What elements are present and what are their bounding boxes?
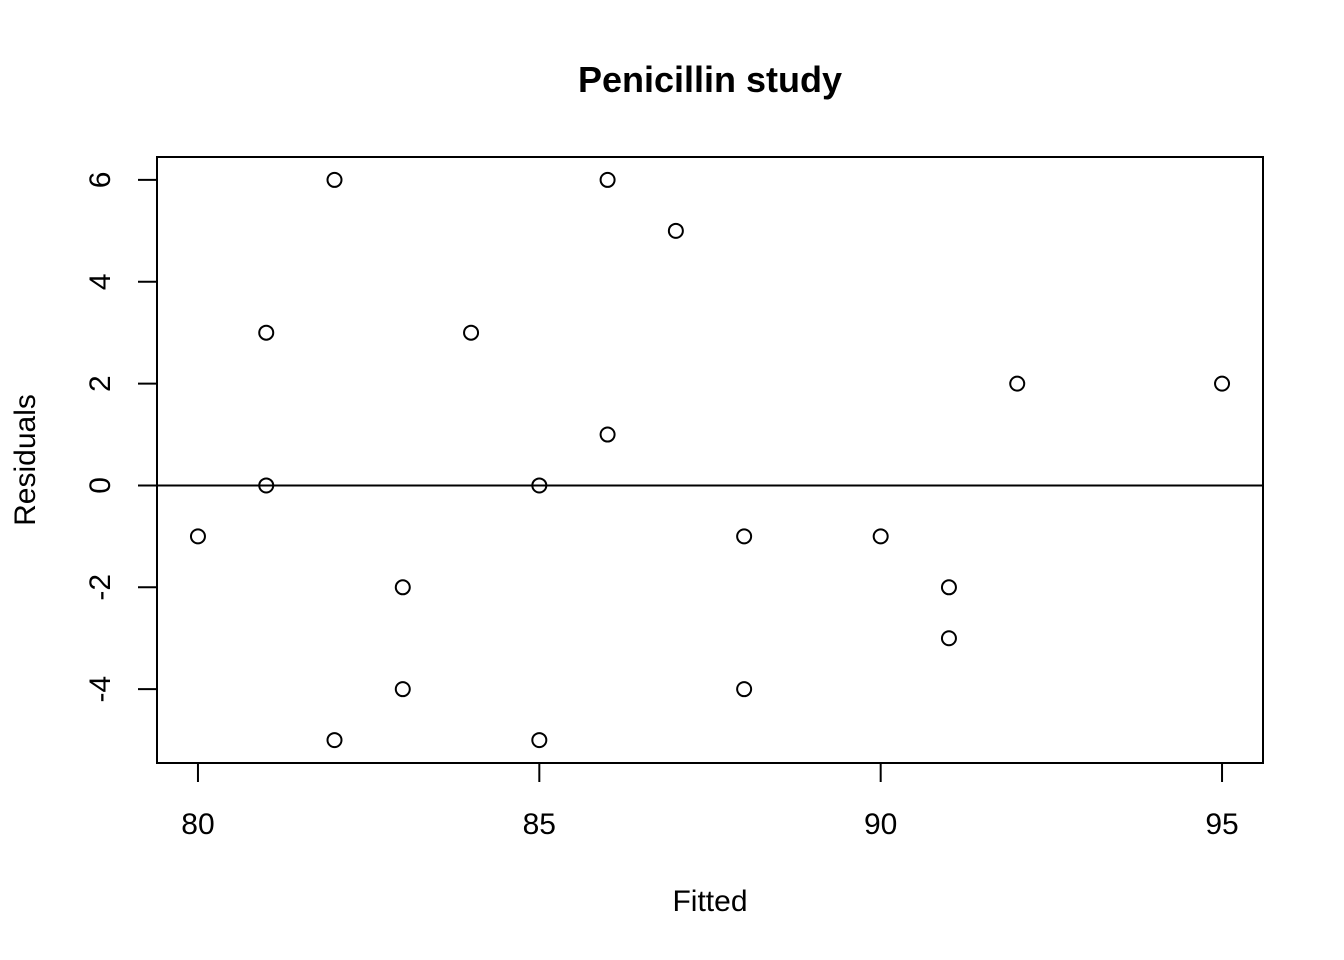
x-axis-label: Fitted: [672, 885, 747, 918]
data-point: [599, 426, 616, 443]
x-tick-label: 95: [1205, 808, 1238, 841]
y-tick-label: 4: [84, 273, 117, 290]
data-point: [599, 171, 616, 188]
data-point: [531, 477, 548, 494]
data-point: [1214, 375, 1231, 392]
data-point: [940, 630, 957, 647]
y-axis: -4 -2 0 2 4 6: [84, 172, 158, 703]
data-point: [1009, 375, 1026, 392]
data-point: [736, 681, 753, 698]
y-tick-label: 6: [84, 172, 117, 189]
data-point: [258, 324, 275, 341]
x-tick-label: 85: [523, 808, 556, 841]
data-point: [258, 477, 275, 494]
data-point: [463, 324, 480, 341]
data-point: [326, 732, 343, 749]
data-points: [189, 171, 1231, 749]
x-tick-label: 80: [181, 808, 214, 841]
data-point: [736, 528, 753, 545]
chart-title: Penicillin study: [578, 59, 842, 100]
data-point: [394, 579, 411, 596]
data-point: [394, 681, 411, 698]
data-point: [189, 528, 206, 545]
y-axis-label: Residuals: [9, 394, 42, 526]
data-point: [326, 171, 343, 188]
y-tick-label: 0: [84, 477, 117, 494]
data-point: [872, 528, 889, 545]
x-axis: 80 85 90 95: [181, 762, 1239, 841]
data-point: [667, 222, 684, 239]
data-point: [940, 579, 957, 596]
y-tick-label: -2: [84, 574, 117, 601]
y-tick-label: 2: [84, 375, 117, 392]
x-tick-label: 90: [864, 808, 897, 841]
plot-frame: [156, 156, 1264, 764]
data-point: [531, 732, 548, 749]
y-tick-label: -4: [84, 676, 117, 703]
